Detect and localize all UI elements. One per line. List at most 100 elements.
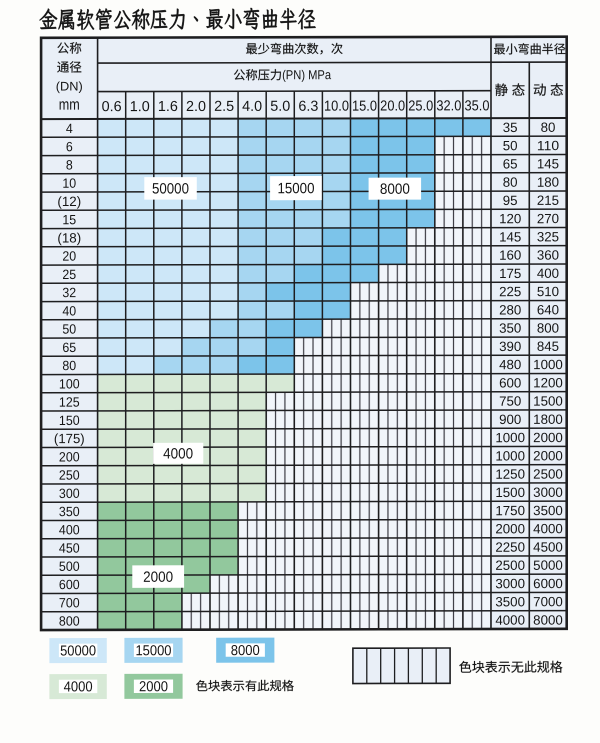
svg-text:2000: 2000 xyxy=(533,430,563,445)
svg-text:800: 800 xyxy=(537,321,559,336)
svg-text:4: 4 xyxy=(66,121,73,136)
svg-text:145: 145 xyxy=(537,156,559,171)
svg-text:65: 65 xyxy=(503,156,518,171)
svg-text:480: 480 xyxy=(499,357,521,372)
svg-text:250: 250 xyxy=(59,468,80,483)
svg-text:1750: 1750 xyxy=(495,503,525,518)
svg-text:2000: 2000 xyxy=(495,521,525,536)
svg-text:6: 6 xyxy=(66,139,73,154)
svg-text:80: 80 xyxy=(503,175,518,190)
svg-text:5.0: 5.0 xyxy=(270,99,290,115)
svg-text:mm: mm xyxy=(59,97,80,114)
svg-text:600: 600 xyxy=(59,577,80,592)
svg-text:4000: 4000 xyxy=(163,445,193,462)
svg-text:15.0: 15.0 xyxy=(352,99,377,115)
svg-text:400: 400 xyxy=(59,522,80,537)
svg-text:8: 8 xyxy=(66,157,73,172)
svg-text:2000: 2000 xyxy=(143,569,173,586)
svg-text:1500: 1500 xyxy=(495,485,525,500)
svg-text:(PN) MPa: (PN) MPa xyxy=(282,67,332,82)
svg-text:1200: 1200 xyxy=(533,375,563,390)
svg-text:50000: 50000 xyxy=(152,180,189,197)
svg-text:215: 215 xyxy=(537,193,559,208)
svg-text:150: 150 xyxy=(59,413,80,428)
svg-text:40: 40 xyxy=(62,303,76,318)
svg-text:100: 100 xyxy=(59,376,80,391)
svg-text:6000: 6000 xyxy=(533,576,563,591)
svg-text:700: 700 xyxy=(59,595,80,610)
svg-text:3500: 3500 xyxy=(533,503,563,518)
svg-text:450: 450 xyxy=(59,541,80,556)
svg-text:350: 350 xyxy=(59,504,80,519)
svg-text:4000: 4000 xyxy=(533,521,563,536)
svg-text:270: 270 xyxy=(537,211,559,226)
svg-text:0.6: 0.6 xyxy=(102,99,122,115)
svg-text:750: 750 xyxy=(499,394,521,409)
svg-text:1500: 1500 xyxy=(533,394,563,409)
svg-text:200: 200 xyxy=(59,449,80,464)
svg-text:4500: 4500 xyxy=(533,540,563,555)
svg-text:360: 360 xyxy=(537,248,559,263)
svg-text:8000: 8000 xyxy=(231,643,260,659)
svg-text:65: 65 xyxy=(62,340,76,355)
svg-text:7000: 7000 xyxy=(533,594,563,609)
svg-text:510: 510 xyxy=(537,284,559,299)
svg-text:800: 800 xyxy=(59,614,80,629)
svg-text:390: 390 xyxy=(499,339,521,354)
svg-text:280: 280 xyxy=(499,302,521,317)
svg-text:845: 845 xyxy=(537,339,559,354)
svg-text:2000: 2000 xyxy=(139,679,168,695)
svg-text:8000: 8000 xyxy=(380,181,410,198)
svg-text:95: 95 xyxy=(503,193,518,208)
svg-text:(175): (175) xyxy=(54,431,85,446)
svg-text:2250: 2250 xyxy=(495,540,525,555)
svg-text:15: 15 xyxy=(62,212,76,227)
svg-text:4000: 4000 xyxy=(495,613,525,628)
svg-text:120: 120 xyxy=(499,211,521,226)
svg-text:4000: 4000 xyxy=(64,679,93,695)
svg-text:10.0: 10.0 xyxy=(324,99,349,115)
svg-text:1000: 1000 xyxy=(495,448,525,463)
svg-text:2500: 2500 xyxy=(533,467,563,482)
svg-text:(DN): (DN) xyxy=(56,79,83,93)
svg-text:400: 400 xyxy=(537,266,559,281)
svg-text:900: 900 xyxy=(499,412,521,427)
svg-text:15000: 15000 xyxy=(135,643,171,659)
svg-text:2.5: 2.5 xyxy=(214,99,234,115)
svg-text:1250: 1250 xyxy=(495,467,525,482)
svg-text:1.0: 1.0 xyxy=(130,99,150,115)
svg-text:1000: 1000 xyxy=(495,430,525,445)
svg-text:35.0: 35.0 xyxy=(464,98,489,114)
svg-text:160: 160 xyxy=(499,248,521,263)
svg-text:180: 180 xyxy=(537,175,559,190)
svg-text:1000: 1000 xyxy=(533,357,563,372)
svg-text:6.3: 6.3 xyxy=(298,99,318,115)
svg-text:20.0: 20.0 xyxy=(380,99,405,115)
svg-text:15000: 15000 xyxy=(277,180,314,197)
svg-text:4.0: 4.0 xyxy=(242,99,262,115)
svg-text:20: 20 xyxy=(62,249,76,264)
svg-text:300: 300 xyxy=(59,486,80,501)
svg-text:32: 32 xyxy=(62,285,76,300)
svg-text:2000: 2000 xyxy=(533,448,563,463)
svg-text:(18): (18) xyxy=(57,230,81,245)
svg-text:1.6: 1.6 xyxy=(158,99,178,115)
svg-text:5000: 5000 xyxy=(533,558,563,573)
svg-text:8000: 8000 xyxy=(533,613,563,628)
svg-text:225: 225 xyxy=(499,284,521,299)
svg-text:10: 10 xyxy=(62,176,76,191)
svg-text:3500: 3500 xyxy=(495,594,525,609)
svg-text:50: 50 xyxy=(62,322,76,337)
svg-text:3000: 3000 xyxy=(533,485,563,500)
svg-text:(12): (12) xyxy=(57,194,81,209)
svg-text:125: 125 xyxy=(59,395,80,410)
svg-text:35: 35 xyxy=(503,120,518,135)
svg-text:1800: 1800 xyxy=(533,412,563,427)
svg-text:350: 350 xyxy=(499,321,521,336)
svg-text:25: 25 xyxy=(62,267,76,282)
svg-text:2500: 2500 xyxy=(495,558,525,573)
svg-text:325: 325 xyxy=(537,229,559,244)
svg-text:25.0: 25.0 xyxy=(408,98,433,114)
svg-text:145: 145 xyxy=(499,229,521,244)
svg-text:50: 50 xyxy=(503,138,518,153)
